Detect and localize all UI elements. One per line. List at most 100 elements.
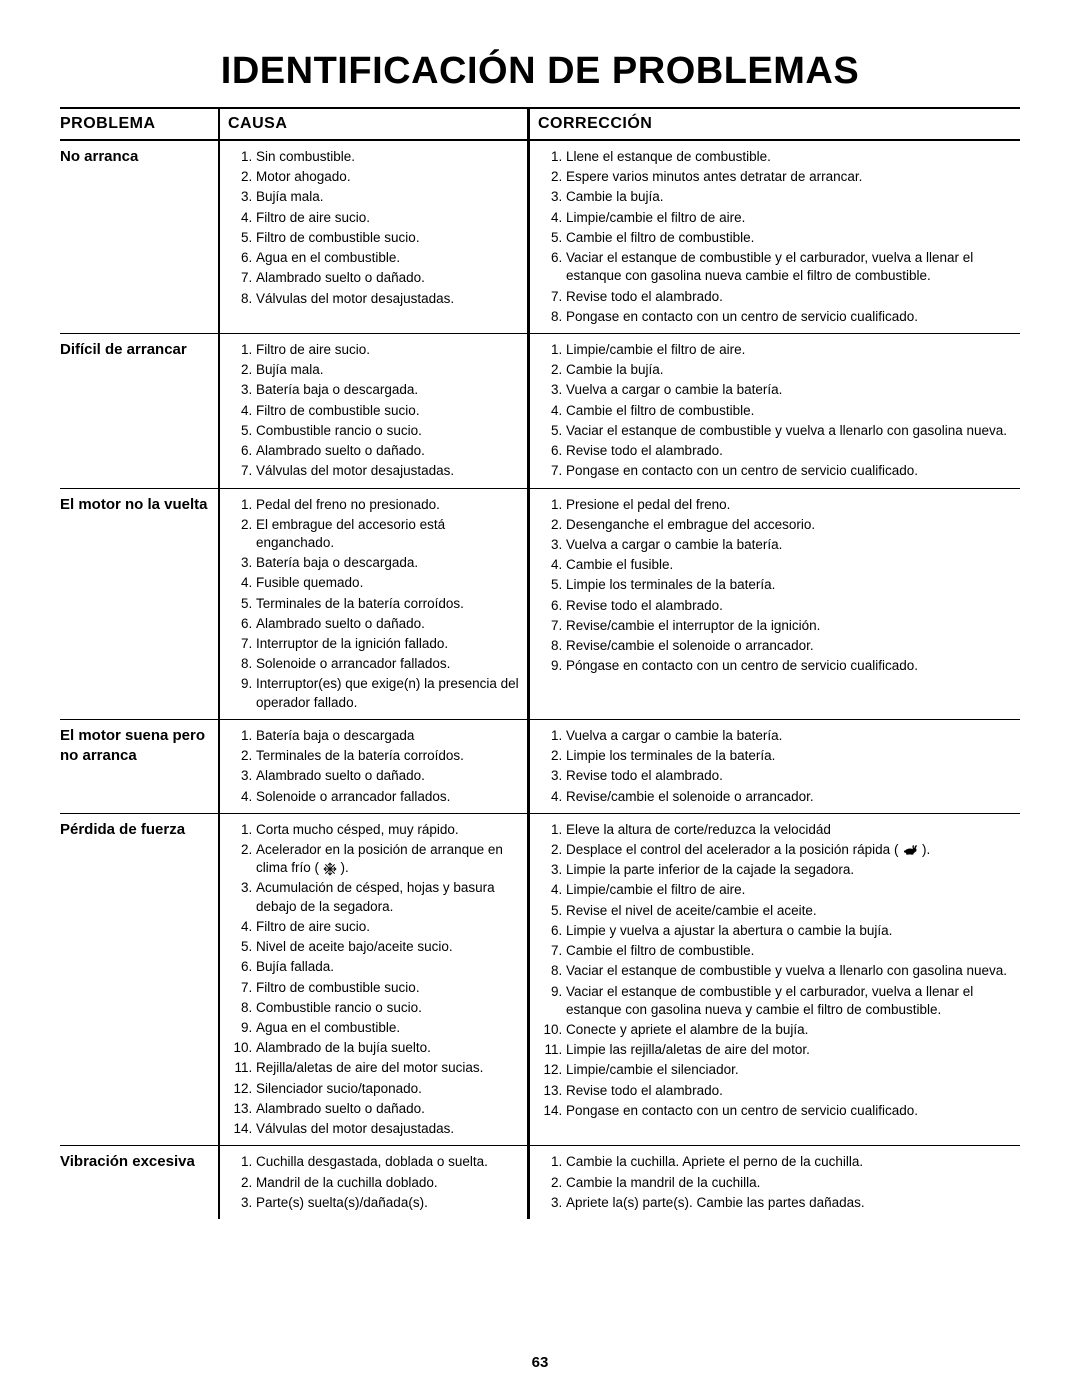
table-header-row: PROBLEMA CAUSA CORRECCIÓN [60, 109, 1020, 141]
correction-item: Revise todo el alambrado. [566, 596, 1012, 616]
cause-item: Sin combustible. [256, 147, 519, 167]
table-row: El motor no la vueltaPedal del freno no … [60, 489, 1020, 720]
problem-cell: El motor suena pero no arranca [60, 720, 220, 813]
correction-cell: Llene el estanque de combustible.Espere … [530, 141, 1020, 333]
troubleshoot-table: PROBLEMA CAUSA CORRECCIÓN No arrancaSin … [60, 109, 1020, 1219]
correction-item: Cambie la bujía. [566, 187, 1012, 207]
correction-item: Desenganche el embrague del accesorio. [566, 515, 1012, 535]
correction-item: Limpie/cambie el silenciador. [566, 1060, 1012, 1080]
correction-item: Cambie el filtro de combustible. [566, 401, 1012, 421]
cause-item: Combustible rancio o sucio. [256, 998, 519, 1018]
correction-item: Cambie el fusible. [566, 555, 1012, 575]
cause-item: Alambrado suelto o dañado. [256, 1099, 519, 1119]
cause-item: Nivel de aceite bajo/aceite sucio. [256, 937, 519, 957]
correction-item: Eleve la altura de corte/reduzca la velo… [566, 820, 1012, 840]
correction-item: Vaciar el estanque de combustible y el c… [566, 248, 1012, 286]
correction-item: Revise/cambie el solenoide o arrancador. [566, 636, 1012, 656]
cause-item: Solenoide o arrancador fallados. [256, 787, 519, 807]
cause-item: Batería baja o descargada. [256, 380, 519, 400]
cause-item: Terminales de la batería corroídos. [256, 594, 519, 614]
cause-item: Acumulación de césped, hojas y basura de… [256, 878, 519, 916]
cause-list: Corta mucho césped, muy rápido.Acelerado… [228, 820, 519, 1140]
correction-cell: Cambie la cuchilla. Apriete el perno de … [530, 1146, 1020, 1219]
col-header-problem: PROBLEMA [60, 109, 220, 139]
cause-item: El embrague del accesorio está enganchad… [256, 515, 519, 553]
problem-cell: No arranca [60, 141, 220, 333]
correction-item: Limpie/cambie el filtro de aire. [566, 208, 1012, 228]
correction-list: Cambie la cuchilla. Apriete el perno de … [538, 1152, 1012, 1213]
cause-item: Filtro de aire sucio. [256, 208, 519, 228]
cause-item: Alambrado suelto o dañado. [256, 441, 519, 461]
cause-item: Alambrado suelto o dañado. [256, 614, 519, 634]
correction-item: Pongase en contacto con un centro de ser… [566, 1101, 1012, 1121]
page-title: IDENTIFICACIÓN DE PROBLEMAS [60, 50, 1020, 93]
correction-list: Limpie/cambie el filtro de aire.Cambie l… [538, 340, 1012, 482]
cause-cell: Corta mucho césped, muy rápido.Acelerado… [220, 814, 530, 1146]
correction-item: Cambie la mandril de la cuchilla. [566, 1173, 1012, 1193]
correction-item: Vuelva a cargar o cambie la batería. [566, 535, 1012, 555]
cause-cell: Sin combustible.Motor ahogado.Bujía mala… [220, 141, 530, 333]
page-number: 63 [0, 1354, 1080, 1371]
correction-item: Limpie las rejilla/aletas de aire del mo… [566, 1040, 1012, 1060]
cause-list: Pedal del freno no presionado.El embragu… [228, 495, 519, 713]
correction-item: Pongase en contacto con un centro de ser… [566, 307, 1012, 327]
snowflake-icon [323, 862, 337, 876]
cause-item: Combustible rancio o sucio. [256, 421, 519, 441]
table-row: El motor suena pero no arrancaBatería ba… [60, 720, 1020, 814]
correction-item: Póngase en contacto con un centro de ser… [566, 656, 1012, 676]
correction-list: Eleve la altura de corte/reduzca la velo… [538, 820, 1012, 1121]
col-header-correction: CORRECCIÓN [530, 109, 1020, 139]
correction-item: Limpie los terminales de la batería. [566, 746, 1012, 766]
correction-item: Limpie/cambie el filtro de aire. [566, 340, 1012, 360]
cause-item: Interruptor(es) que exige(n) la presenci… [256, 674, 519, 712]
cause-item: Acelerador en la posición de arranque en… [256, 840, 519, 878]
correction-item: Limpie los terminales de la batería. [566, 575, 1012, 595]
cause-item: Rejilla/aletas de aire del motor sucias. [256, 1058, 519, 1078]
cause-list: Sin combustible.Motor ahogado.Bujía mala… [228, 147, 519, 309]
cause-cell: Batería baja o descargadaTerminales de l… [220, 720, 530, 813]
correction-item: Limpie/cambie el filtro de aire. [566, 880, 1012, 900]
correction-item: Pongase en contacto con un centro de ser… [566, 461, 1012, 481]
cause-item: Bujía mala. [256, 187, 519, 207]
correction-item: Conecte y apriete el alambre de la bujía… [566, 1020, 1012, 1040]
cause-item: Filtro de aire sucio. [256, 340, 519, 360]
correction-item: Revise/cambie el interruptor de la ignic… [566, 616, 1012, 636]
cause-item: Válvulas del motor desajustadas. [256, 289, 519, 309]
problem-cell: Vibración excesiva [60, 1146, 220, 1219]
cause-item: Filtro de combustible sucio. [256, 401, 519, 421]
cause-item: Filtro de combustible sucio. [256, 228, 519, 248]
correction-list: Vuelva a cargar o cambie la batería.Limp… [538, 726, 1012, 807]
cause-item: Válvulas del motor desajustadas. [256, 461, 519, 481]
correction-item: Apriete la(s) parte(s). Cambie las parte… [566, 1193, 1012, 1213]
correction-item: Limpie la parte inferior de la cajade la… [566, 860, 1012, 880]
correction-list: Llene el estanque de combustible.Espere … [538, 147, 1012, 327]
correction-item: Espere varios minutos antes detratar de … [566, 167, 1012, 187]
cause-item: Cuchilla desgastada, doblada o suelta. [256, 1152, 519, 1172]
correction-item: Vaciar el estanque de combustible y vuel… [566, 961, 1012, 981]
correction-cell: Presione el pedal del freno.Desenganche … [530, 489, 1020, 719]
cause-item: Filtro de aire sucio. [256, 917, 519, 937]
correction-item: Vaciar el estanque de combustible y vuel… [566, 421, 1012, 441]
correction-item: Llene el estanque de combustible. [566, 147, 1012, 167]
cause-item: Parte(s) suelta(s)/dañada(s). [256, 1193, 519, 1213]
correction-item: Revise todo el alambrado. [566, 1081, 1012, 1101]
cause-item: Filtro de combustible sucio. [256, 978, 519, 998]
correction-item: Vuelva a cargar o cambie la batería. [566, 726, 1012, 746]
cause-item: Agua en el combustible. [256, 1018, 519, 1038]
table-row: Vibración excesiva Cuchilla desgastada, d… [60, 1146, 1020, 1219]
cause-item: Alambrado de la bujía suelto. [256, 1038, 519, 1058]
cause-item: Solenoide o arrancador fallados. [256, 654, 519, 674]
page: IDENTIFICACIÓN DE PROBLEMAS PROBLEMA CAU… [0, 0, 1080, 1397]
correction-item: Cambie la cuchilla. Apriete el perno de … [566, 1152, 1012, 1172]
cause-item: Batería baja o descargada [256, 726, 519, 746]
cause-item: Bujía mala. [256, 360, 519, 380]
correction-item: Cambie la bujía. [566, 360, 1012, 380]
cause-item: Válvulas del motor desajustadas. [256, 1119, 519, 1139]
correction-item: Revise el nivel de aceite/cambie el acei… [566, 901, 1012, 921]
cause-item: Corta mucho césped, muy rápido. [256, 820, 519, 840]
cause-cell: Pedal del freno no presionado.El embragu… [220, 489, 530, 719]
table-body: No arrancaSin combustible.Motor ahogado.… [60, 141, 1020, 1219]
cause-item: Interruptor de la ignición fallado. [256, 634, 519, 654]
correction-item: Revise todo el alambrado. [566, 766, 1012, 786]
correction-item: Revise todo el alambrado. [566, 287, 1012, 307]
